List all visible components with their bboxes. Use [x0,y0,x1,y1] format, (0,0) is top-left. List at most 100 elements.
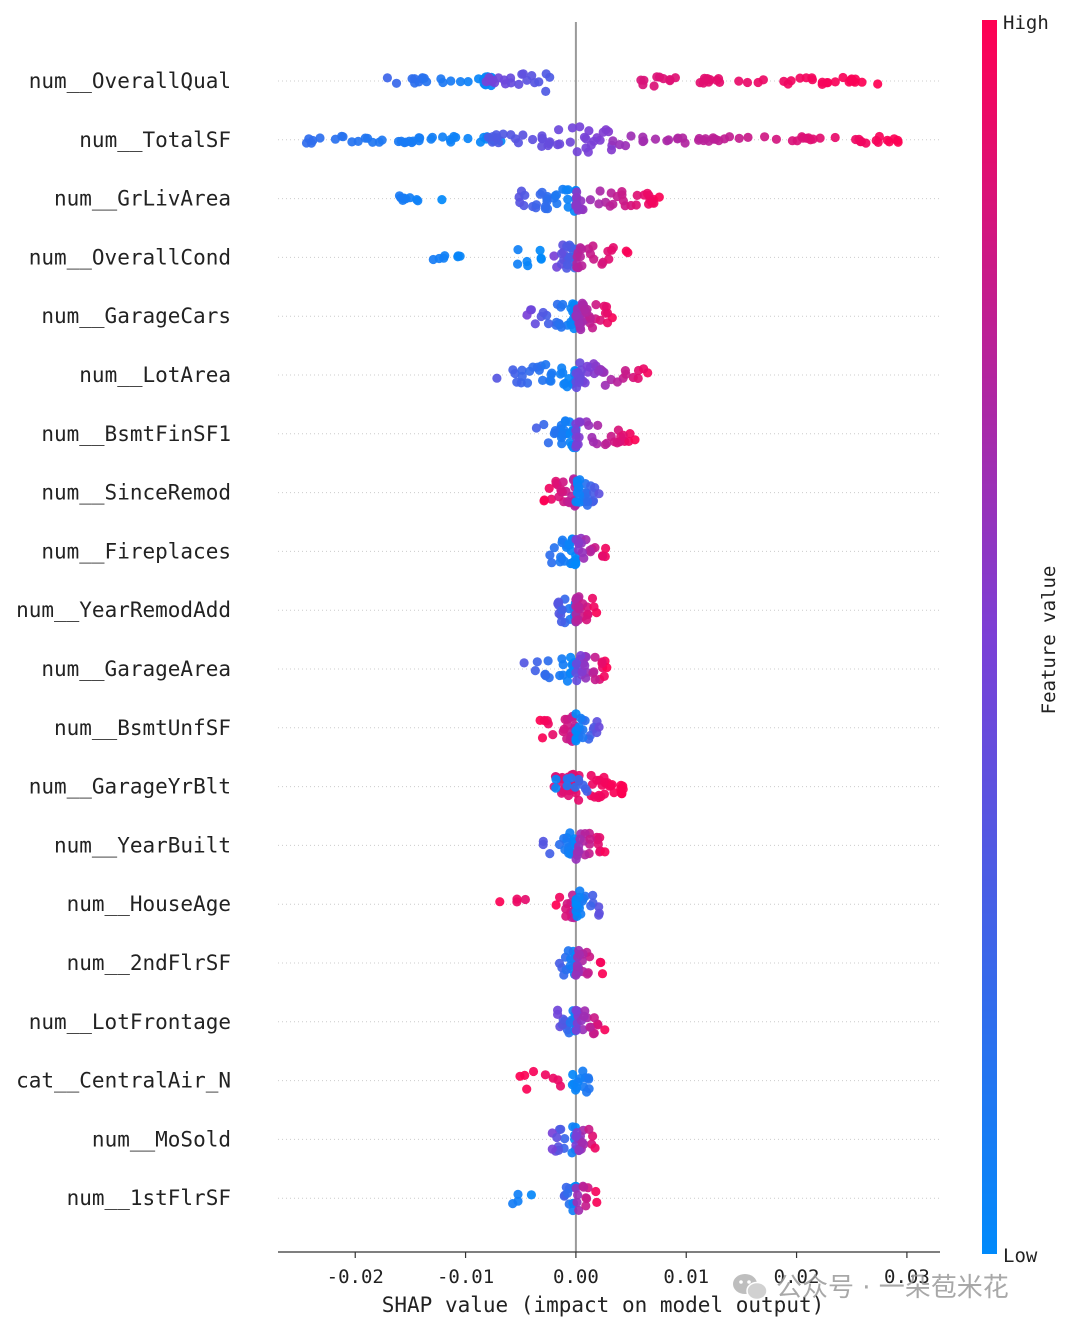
feature-row [522,298,617,335]
shap-point [544,483,554,493]
shap-point [528,362,538,372]
shap-point [583,497,593,507]
shap-point [734,76,744,86]
shap-point [574,432,584,442]
shap-point [582,488,592,498]
shap-point [446,76,456,86]
x-tick-label: 0.00 [553,1266,599,1288]
shap-point [662,136,672,146]
shap-point [571,899,581,910]
shap-point [616,787,626,797]
shap-point [565,137,575,147]
shap-point [594,199,604,209]
shap-point [541,86,551,96]
shap-point [338,132,348,142]
shap-point [638,132,648,142]
shap-point [571,1132,581,1142]
shap-point [594,908,604,918]
shap-point [394,191,405,201]
shap-point [567,1148,577,1158]
shap-point [578,1066,588,1076]
shap-point [600,380,610,390]
shap-point [549,543,559,553]
feature-row [553,592,602,628]
shap-point [575,1074,585,1084]
shap-point [564,539,574,549]
shap-point [574,722,584,732]
shap-point [584,1124,594,1134]
shap-point [563,202,573,212]
shap-point [543,319,554,329]
colorbar-high-label: High [1003,12,1049,34]
shap-point [597,969,608,979]
shap-point [553,1009,563,1020]
shap-point [556,1124,566,1134]
shap-point [815,133,825,143]
shap-point [574,602,584,612]
shap-point [626,131,636,141]
feature-label: num__YearRemodAdd [16,598,231,622]
shap-point [617,187,627,197]
feature-label: num__OverallCond [29,245,231,269]
shap-point [574,417,584,427]
feature-row [495,886,604,923]
feature-row [553,1005,610,1039]
shap-point [540,670,550,680]
shap-point [562,676,573,686]
shap-point [545,849,555,859]
shap-point [562,781,572,791]
shap-point [577,261,587,271]
shap-point [608,199,618,209]
shap-point [591,1186,601,1197]
shap-point [719,134,730,144]
shap-point [585,545,595,555]
x-axis-ticks: -0.02 -0.01 0.00 0.01 0.02 0.03 [327,1252,930,1288]
shap-point [506,78,516,88]
shap-point [412,195,422,205]
feature-label: num__SinceRemod [41,481,231,505]
shap-point [588,241,598,251]
shap-point [543,656,553,666]
shap-point [565,1017,575,1028]
shap-point [592,1197,602,1207]
shap-point [792,136,802,146]
shap-point [590,792,600,802]
shap-point [589,136,599,146]
shap-point [594,722,604,732]
shap-point [579,132,590,142]
shap-point [377,135,387,145]
shap-point [538,375,548,385]
shap-point [515,197,525,208]
shap-point [557,439,567,449]
shap-point [586,770,596,781]
shap-point [579,1182,589,1192]
shap-point [438,77,448,88]
shap-point [612,377,623,387]
shap-point [621,369,631,379]
shap-point [602,318,613,328]
shap-point [453,251,463,261]
feature-row [492,358,653,393]
shap-point [760,132,770,142]
shap-point [560,1134,570,1144]
shap-point [576,651,586,661]
shap-point [573,615,584,625]
shap-point [582,615,592,625]
shap-point [584,420,594,430]
shap-point [540,201,551,211]
shap-point [538,307,548,318]
shap-point [547,368,557,378]
shap-points [301,69,903,1216]
shap-point [658,74,669,84]
feature-label: num__LotArea [79,363,231,387]
shap-point [537,733,548,743]
shap-point [587,323,598,333]
shap-point [559,379,569,389]
shap-point [522,1084,532,1094]
shap-point [567,123,578,133]
shap-point [582,969,592,979]
shap-point [566,773,576,783]
shap-point [743,132,753,142]
shap-point [513,138,524,148]
